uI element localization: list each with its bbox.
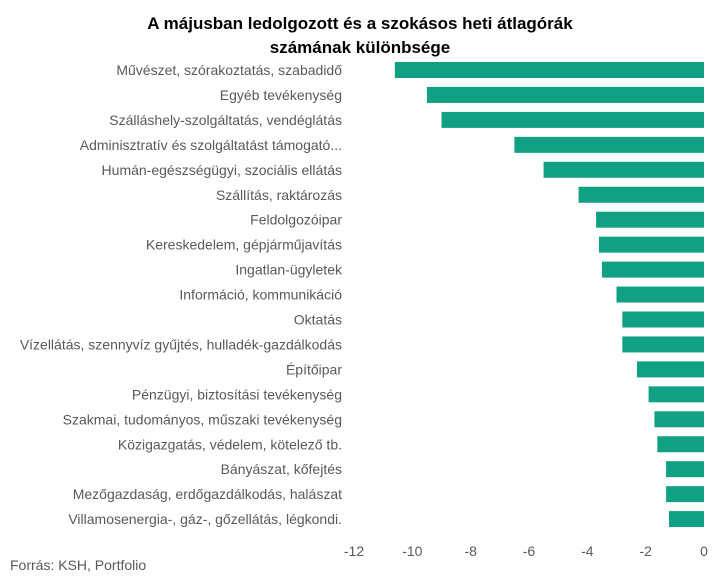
bar: [636, 361, 704, 378]
x-tick-label: -10: [402, 543, 422, 559]
category-label: Kereskedelem, gépjárműjavítás: [146, 237, 342, 253]
bar: [601, 261, 704, 278]
category-label: Építőipar: [286, 361, 342, 377]
category-label: Adminisztratív és szolgáltatást támogató…: [80, 137, 342, 153]
category-label: Egyéb tevékenység: [220, 87, 342, 103]
category-label: Szálláshely-szolgáltatás, vendéglátás: [109, 112, 342, 128]
x-tick-label: 0: [700, 543, 708, 559]
category-label: Villamosenergia-, gáz-, gőzellátás, légk…: [68, 511, 342, 527]
category-label: Bányászat, kőfejtés: [221, 461, 342, 477]
bars: [394, 62, 704, 528]
category-label: Közigazgatás, védelem, kötelező tb.: [118, 436, 342, 452]
bar: [622, 336, 704, 353]
bar: [599, 236, 704, 253]
category-label: Művészet, szórakoztatás, szabadidő: [116, 62, 342, 78]
bar: [666, 461, 704, 478]
bar: [543, 161, 704, 178]
x-tick-label: -12: [344, 543, 364, 559]
bar: [441, 111, 704, 128]
category-label: Feldolgozóipar: [250, 212, 342, 228]
bar: [514, 136, 704, 153]
bar: [596, 211, 704, 228]
bar: [622, 311, 704, 328]
category-label: Oktatás: [294, 312, 342, 328]
x-tick-label: -4: [581, 543, 594, 559]
category-label: Szállítás, raktározás: [216, 187, 342, 203]
bar: [666, 486, 704, 503]
category-label: Szakmai, tudományos, műszaki tevékenység: [63, 411, 342, 427]
category-label: Ingatlan-ügyletek: [235, 262, 343, 278]
bar: [394, 62, 704, 78]
category-label: Humán-egészségügyi, szociális ellátás: [102, 162, 342, 178]
category-labels: Művészet, szórakoztatás, szabadidő Egyéb …: [20, 62, 343, 527]
category-label: Vízellátás, szennyvíz gyűjtés, hulladék-…: [20, 336, 342, 352]
x-tick-label: -8: [464, 543, 477, 559]
bar: [648, 386, 704, 403]
x-tick-label: -6: [523, 543, 536, 559]
bar: [426, 86, 704, 103]
bar: [616, 286, 704, 303]
chart-title-line-1: A májusban ledolgozott és a szokásos het…: [147, 14, 573, 33]
x-tick-label: -2: [639, 543, 652, 559]
bar: [654, 411, 704, 428]
chart-title-line-2: számának különbsége: [270, 38, 450, 57]
bar: [669, 511, 704, 528]
bar: [578, 186, 704, 203]
x-axis-ticks: -12 -10 -8 -6 -4 -2 0: [344, 543, 708, 559]
bar: [657, 436, 704, 453]
category-label: Információ, kommunikáció: [179, 287, 342, 303]
category-label: Mezőgazdaság, erdőgazdálkodás, halászat: [73, 486, 342, 502]
category-label: Pénzügyi, biztosítási tevékenység: [132, 386, 342, 402]
source-note: Forrás: KSH, Portfolio: [10, 557, 146, 573]
